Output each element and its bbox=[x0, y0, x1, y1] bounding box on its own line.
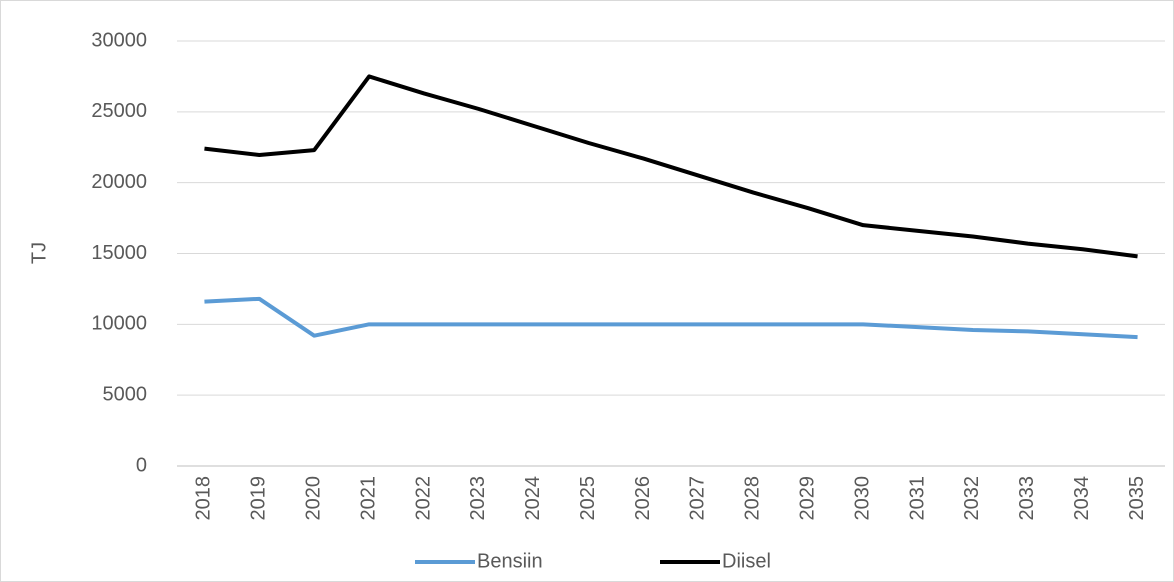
x-tick-label: 2028 bbox=[742, 476, 764, 521]
y-tick-label: 5000 bbox=[103, 383, 148, 405]
y-tick-label: 0 bbox=[136, 454, 147, 476]
line-series bbox=[204, 296, 1138, 340]
x-tick-label: 2020 bbox=[303, 476, 325, 521]
y-tick-label: 30000 bbox=[91, 29, 147, 51]
x-tick-label: 2023 bbox=[467, 476, 489, 520]
x-tick-label: 2025 bbox=[577, 476, 599, 521]
legend-label: Bensiin bbox=[477, 550, 543, 572]
line-series bbox=[204, 74, 1138, 259]
x-tick-label: 2026 bbox=[632, 476, 654, 521]
y-tick-label: 20000 bbox=[91, 171, 147, 193]
x-tick-label: 2027 bbox=[687, 476, 709, 521]
x-tick-label: 2024 bbox=[522, 476, 544, 521]
x-tick-label: 2018 bbox=[193, 476, 215, 521]
x-tick-label: 2032 bbox=[961, 476, 983, 521]
x-tick-label: 2034 bbox=[1071, 476, 1093, 521]
x-tick-label: 2033 bbox=[1016, 476, 1038, 521]
y-tick-label: 15000 bbox=[91, 242, 147, 264]
x-tick-label: 2035 bbox=[1126, 476, 1148, 521]
y-axis-label: TJ bbox=[28, 242, 50, 264]
x-tick-label: 2022 bbox=[412, 476, 434, 521]
x-tick-label: 2019 bbox=[248, 476, 270, 521]
y-tick-label: 10000 bbox=[91, 313, 147, 335]
x-tick-label: 2030 bbox=[851, 476, 873, 521]
x-tick-label: 2021 bbox=[357, 476, 379, 521]
legend-label: Diisel bbox=[722, 550, 771, 572]
x-tick-label: 2031 bbox=[906, 476, 928, 521]
y-tick-label: 25000 bbox=[91, 100, 147, 122]
x-tick-label: 2029 bbox=[797, 476, 819, 521]
